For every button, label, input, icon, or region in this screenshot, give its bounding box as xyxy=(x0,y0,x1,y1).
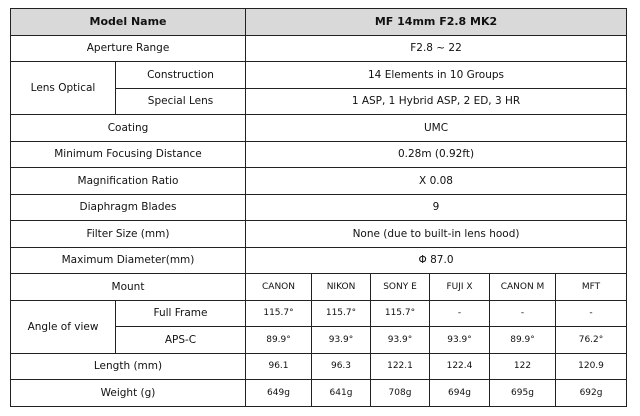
row-value: F2.8 ~ 22 xyxy=(244,34,628,62)
mount-cell: SONY E xyxy=(370,273,430,301)
row-label: Maximum Diameter(mm) xyxy=(10,246,246,274)
row-label: Aperture Range xyxy=(10,34,246,62)
row-value: 1 ASP, 1 Hybrid ASP, 2 ED, 3 HR xyxy=(244,87,628,115)
row-value: None (due to built-in lens hood) xyxy=(244,220,628,248)
value-cell: 122.4 xyxy=(429,352,490,380)
value-cell: 692g xyxy=(554,379,628,407)
row-value: 14 Elements in 10 Groups xyxy=(244,61,628,89)
weight-row: Weight (g) 649g 641g 708g 694g 695g 692g xyxy=(10,379,628,407)
value-cell: 93.9° xyxy=(311,326,371,354)
mount-cell: CANON xyxy=(245,273,312,301)
value-cell: 122 xyxy=(489,352,556,380)
row-value: Φ 87.0 xyxy=(244,246,628,274)
row-label: Minimum Focusing Distance xyxy=(10,140,246,168)
row-label: Weight (g) xyxy=(10,379,246,407)
group-label: Lens Optical xyxy=(10,61,116,115)
value-cell: - xyxy=(489,299,556,327)
mount-cell: FUJI X xyxy=(429,273,490,301)
row-label: Full Frame xyxy=(115,299,246,327)
aps-c-row: APS-C 89.9° 93.9° 93.9° 93.9° 89.9° 76.2… xyxy=(11,326,628,354)
value-cell: 122.1 xyxy=(370,352,430,380)
header-label: Model Name xyxy=(10,8,246,36)
row-label: APS-C xyxy=(115,326,246,354)
value-cell: 120.9 xyxy=(554,352,628,380)
value-cell: 695g xyxy=(489,379,556,407)
value-cell: 115.7° xyxy=(370,299,430,327)
value-cell: 641g xyxy=(311,379,371,407)
value-cell: 93.9° xyxy=(429,326,490,354)
table-row: Aperture Range F2.8 ~ 22 xyxy=(10,34,628,62)
mount-cell: CANON M xyxy=(489,273,556,301)
row-label: Mount xyxy=(10,273,246,301)
table-row: Diaphragm Blades 9 xyxy=(10,193,628,221)
value-cell: 96.1 xyxy=(245,352,312,380)
row-label: Special Lens xyxy=(115,87,246,115)
table-row: Maximum Diameter(mm) Φ 87.0 xyxy=(10,246,628,274)
mount-cell: MFT xyxy=(554,273,628,301)
value-cell: - xyxy=(429,299,490,327)
row-label: Length (mm) xyxy=(10,352,246,380)
table-row: Lens Optical Construction 14 Elements in… xyxy=(10,61,628,115)
header-row: Model Name MF 14mm F2.8 MK2 xyxy=(10,8,628,36)
model-name: MF 14mm F2.8 MK2 xyxy=(244,8,628,36)
mount-cell: NIKON xyxy=(311,273,371,301)
value-cell: 93.9° xyxy=(370,326,430,354)
group-label: Angle of view xyxy=(10,299,116,354)
row-label: Filter Size (mm) xyxy=(10,220,246,248)
value-cell: 76.2° xyxy=(554,326,628,354)
value-cell: 694g xyxy=(429,379,490,407)
value-cell: 708g xyxy=(370,379,430,407)
row-value: 0.28m (0.92ft) xyxy=(244,140,628,168)
value-cell: 649g xyxy=(245,379,312,407)
value-cell: 96.3 xyxy=(311,352,371,380)
table-row: Magnification Ratio X 0.08 xyxy=(10,167,628,195)
length-row: Length (mm) 96.1 96.3 122.1 122.4 122 12… xyxy=(10,352,628,380)
table-row: Coating UMC xyxy=(10,114,628,142)
full-frame-row: Angle of view Full Frame 115.7° 115.7° 1… xyxy=(10,299,628,354)
table-row: Filter Size (mm) None (due to built-in l… xyxy=(10,220,628,248)
value-cell: - xyxy=(554,299,628,327)
value-cell: 89.9° xyxy=(489,326,556,354)
row-value: X 0.08 xyxy=(244,167,628,195)
spec-table: Model Name MF 14mm F2.8 MK2 Aperture Ran… xyxy=(10,8,628,407)
row-value: 9 xyxy=(244,193,628,221)
value-cell: 115.7° xyxy=(311,299,371,327)
table-row: Minimum Focusing Distance 0.28m (0.92ft) xyxy=(10,140,628,168)
row-label: Construction xyxy=(115,61,246,89)
value-cell: 115.7° xyxy=(245,299,312,327)
row-label: Coating xyxy=(10,114,246,142)
row-value: UMC xyxy=(244,114,628,142)
row-label: Diaphragm Blades xyxy=(10,193,246,221)
value-cell: 89.9° xyxy=(245,326,312,354)
table-row: Special Lens 1 ASP, 1 Hybrid ASP, 2 ED, … xyxy=(11,87,628,115)
row-label: Magnification Ratio xyxy=(10,167,246,195)
mount-row: Mount CANON NIKON SONY E FUJI X CANON M … xyxy=(10,273,628,301)
